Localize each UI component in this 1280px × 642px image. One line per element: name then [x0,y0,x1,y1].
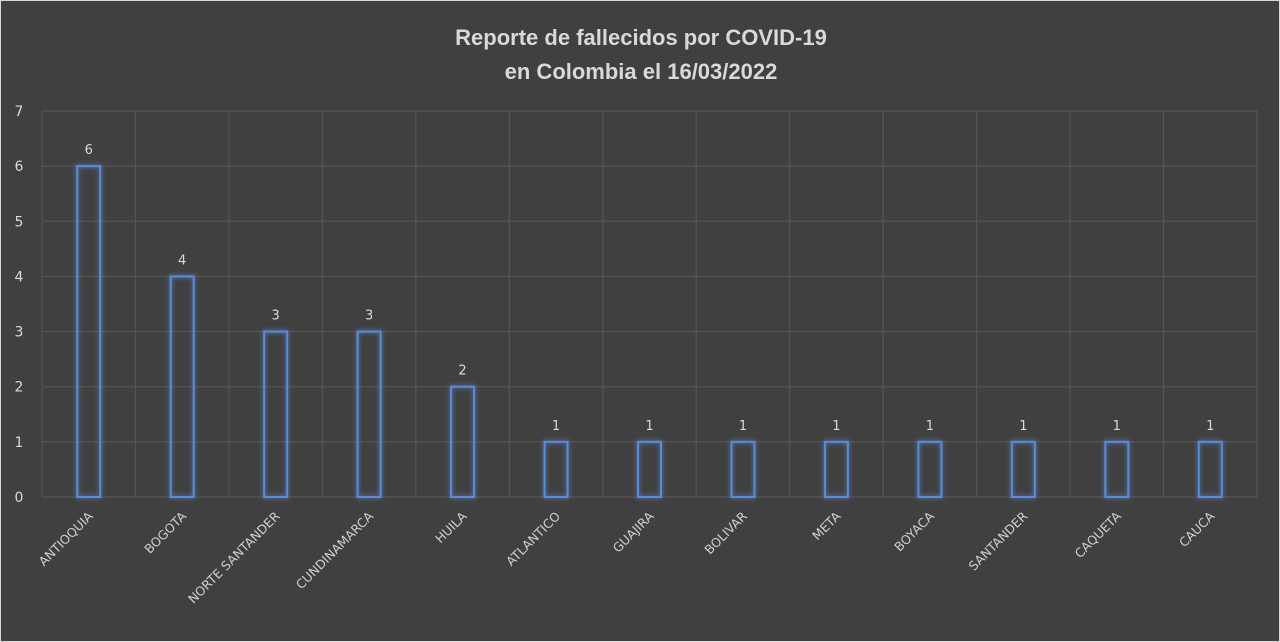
x-category-label: ANTIOQUIA [36,508,97,569]
chart-title-line-1: Reporte de fallecidos por COVID-19 [455,25,827,50]
data-label: 1 [645,419,653,434]
x-category-label: GUAJIRA [610,508,657,555]
y-tick-label: 6 [15,159,24,175]
x-category-label: SANTANDER [966,508,1031,573]
chart-title-line-2: en Colombia el 16/03/2022 [505,59,778,84]
x-category-label: CAQUETA [1071,508,1124,561]
x-category-label: CAUCA [1176,508,1218,550]
bar [76,165,102,498]
x-category-label: CUNDINAMARCA [293,508,377,592]
bar [1010,440,1036,499]
x-category-label: HUILA [432,508,470,546]
x-category-label: BOGOTA [141,508,189,556]
bar [356,330,382,499]
data-label: 3 [272,309,280,324]
y-tick-label: 7 [15,104,24,120]
data-label: 1 [926,419,934,434]
x-category-label: NORTE SANTANDER [185,508,283,606]
bar [823,440,849,499]
data-label: 1 [739,419,747,434]
data-label: 1 [1019,419,1027,434]
bar [637,440,662,499]
y-tick-label: 4 [15,269,24,285]
data-label: 1 [1206,419,1214,434]
bar [263,330,289,499]
y-tick-label: 0 [15,490,24,506]
bar [169,275,195,498]
data-label: 3 [365,309,373,324]
y-tick-label: 5 [15,214,24,230]
data-label: 2 [458,364,466,379]
bar [1104,440,1130,499]
data-label: 1 [1113,419,1121,434]
x-category-label: BOLIVAR [701,508,750,557]
data-label: 1 [552,419,560,434]
y-tick-label: 1 [15,435,24,451]
bar [543,440,569,499]
x-category-label: META [809,508,844,543]
y-tick-label: 3 [15,325,24,341]
data-label: 1 [832,419,840,434]
bar [450,385,476,499]
bar [1197,440,1223,499]
x-category-label: ATLANTICO [503,508,563,568]
x-category-label: BOYACA [891,508,937,554]
data-label: 4 [178,253,186,268]
bar [917,440,943,499]
y-tick-label: 2 [15,380,24,396]
data-label: 6 [85,143,93,158]
bar [730,440,756,499]
